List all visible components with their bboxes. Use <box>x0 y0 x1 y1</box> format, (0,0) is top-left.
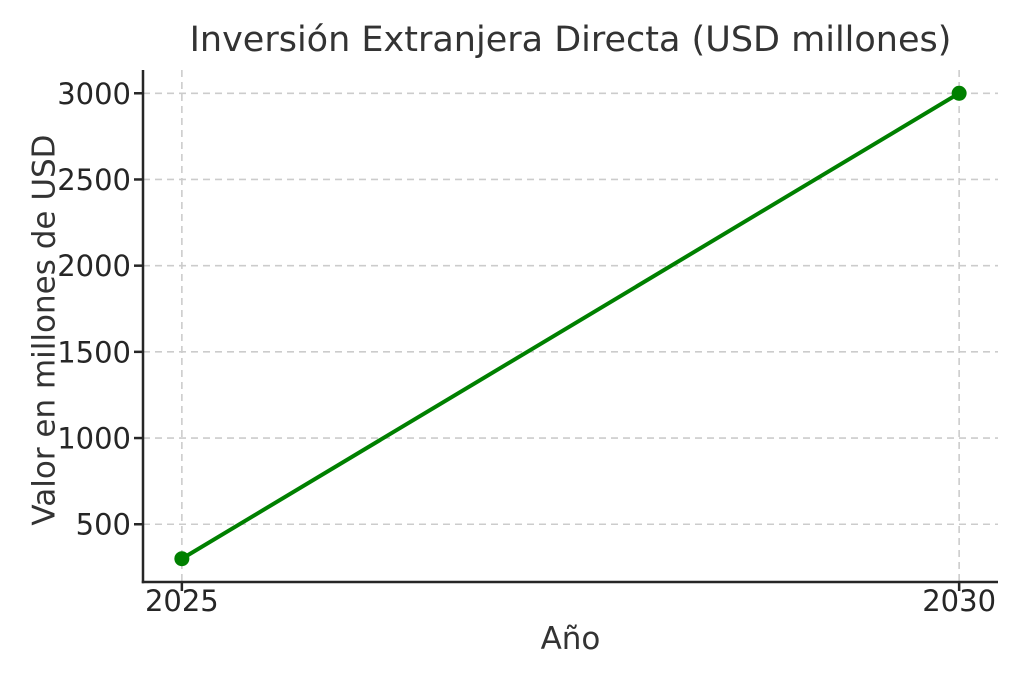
y-tick-label: 1000 <box>57 422 131 456</box>
y-tick-label: 2000 <box>57 249 131 283</box>
y-tick-label: 500 <box>76 508 131 542</box>
y-tick-label: 1500 <box>57 335 131 369</box>
y-tick-label: 3000 <box>57 77 131 111</box>
data-line <box>179 91 962 561</box>
y-tick-label: 2500 <box>57 163 131 197</box>
x-axis-label: Año <box>540 621 601 657</box>
data-point <box>174 551 190 567</box>
x-tick-label: 2025 <box>145 584 219 618</box>
x-tick-label: 2030 <box>922 584 996 618</box>
chart-title: Inversión Extranjera Directa (USD millon… <box>189 20 952 60</box>
data-point <box>951 85 967 101</box>
